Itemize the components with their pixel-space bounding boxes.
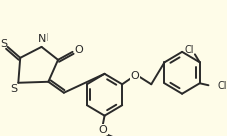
Text: S: S xyxy=(0,39,7,49)
Text: O: O xyxy=(98,125,106,135)
Text: S: S xyxy=(10,84,17,94)
Text: Cl: Cl xyxy=(183,45,193,55)
Text: O: O xyxy=(74,45,82,55)
Text: N: N xyxy=(38,34,47,44)
Text: Cl: Cl xyxy=(216,81,226,91)
Text: O: O xyxy=(130,71,138,81)
Text: H: H xyxy=(41,33,48,43)
